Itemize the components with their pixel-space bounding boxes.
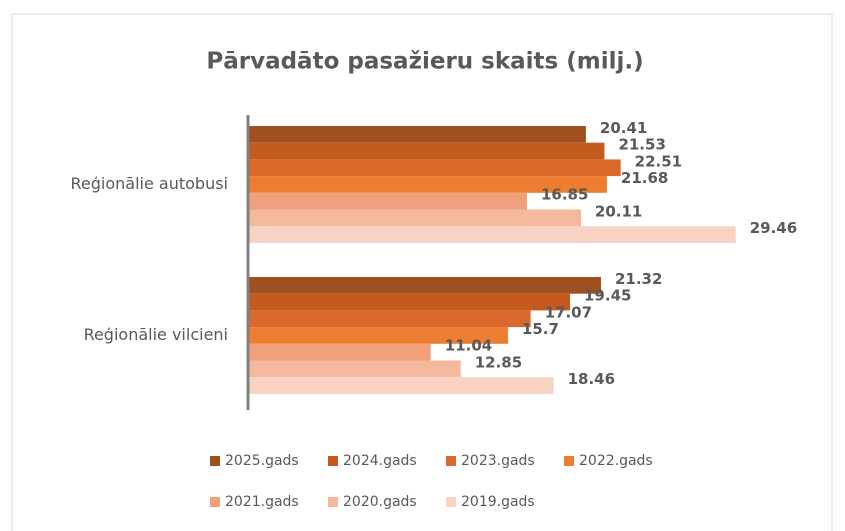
bar <box>248 343 431 361</box>
legend-label: 2020.gads <box>343 494 417 510</box>
legend-swatch <box>210 497 220 507</box>
bar <box>248 209 581 227</box>
category-label: Reģionālie autobusi <box>71 174 228 193</box>
bar <box>248 159 621 177</box>
bar <box>248 176 607 193</box>
bar <box>248 277 601 294</box>
legend-swatch <box>210 456 220 466</box>
data-label: 17.07 <box>545 303 592 321</box>
legend-label: 2021.gads <box>225 494 299 510</box>
category-label: Reģionālie vilcieni <box>84 325 228 344</box>
data-label: 11.04 <box>445 337 492 355</box>
bar <box>248 126 586 143</box>
legend-swatch <box>328 497 338 507</box>
data-label: 15.7 <box>522 320 559 338</box>
data-label: 16.85 <box>541 186 588 204</box>
bar <box>248 293 571 311</box>
data-label: 22.51 <box>635 152 682 170</box>
bar <box>248 377 554 394</box>
data-label: 18.46 <box>568 370 615 388</box>
chart-border <box>11 13 833 531</box>
bar <box>248 142 605 160</box>
data-label: 20.41 <box>600 119 647 137</box>
data-label: 20.11 <box>595 202 642 220</box>
legend-label: 2025.gads <box>225 453 299 469</box>
data-label: 21.32 <box>615 270 662 288</box>
bar <box>248 310 531 328</box>
legend-swatch <box>564 456 574 466</box>
data-label: 12.85 <box>475 353 522 371</box>
legend-label: 2019.gads <box>461 494 535 510</box>
data-label: 29.46 <box>750 219 797 237</box>
bar <box>248 226 736 243</box>
data-label: 19.45 <box>584 287 631 305</box>
data-label: 21.68 <box>621 169 668 187</box>
data-label: 21.53 <box>618 136 665 154</box>
bar <box>248 360 461 378</box>
legend-label: 2022.gads <box>579 453 653 469</box>
legend-swatch <box>446 497 456 507</box>
legend-label: 2023.gads <box>461 453 535 469</box>
bar <box>248 192 527 210</box>
legend-label: 2024.gads <box>343 453 417 469</box>
legend-swatch <box>328 456 338 466</box>
legend-swatch <box>446 456 456 466</box>
chart-title: Pārvadāto pasažieru skaits (milj.) <box>206 49 643 75</box>
bar <box>248 327 508 344</box>
